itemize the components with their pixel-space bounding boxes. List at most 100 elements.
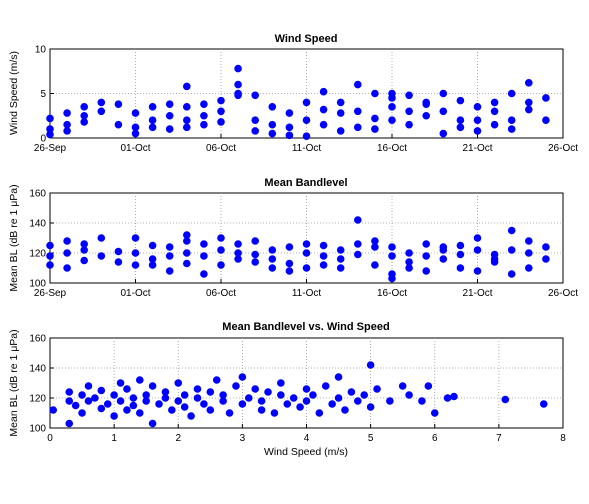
data-point (456, 116, 465, 124)
data-point (336, 109, 345, 117)
data-point (65, 388, 74, 396)
data-point (430, 409, 439, 417)
data-point (424, 382, 433, 390)
y-tick-label: 100 (29, 424, 46, 435)
data-point (268, 255, 277, 263)
data-point (200, 100, 208, 108)
data-point (174, 397, 183, 405)
data-point (155, 400, 163, 408)
data-point (63, 109, 71, 117)
data-point (183, 231, 191, 239)
data-point (405, 391, 413, 399)
data-point (148, 103, 157, 111)
data-point (319, 87, 328, 96)
x-tick-label: 21-Oct (462, 143, 492, 154)
data-point (354, 80, 362, 89)
x-tick-label: 11-Oct (292, 288, 321, 299)
data-point (285, 259, 294, 268)
data-point (165, 100, 174, 108)
data-point (200, 270, 208, 278)
data-point (161, 388, 170, 396)
data-point (238, 373, 247, 381)
data-point (302, 240, 311, 248)
data-point (336, 127, 345, 135)
data-point (251, 116, 259, 124)
data-point (473, 103, 482, 111)
data-point (302, 98, 311, 107)
data-point (165, 111, 174, 120)
x-tick-label: 2 (175, 433, 181, 444)
data-point (507, 125, 516, 133)
data-point (319, 241, 328, 250)
data-point (302, 397, 311, 405)
data-point (84, 397, 93, 405)
data-point (439, 255, 448, 263)
data-point (473, 127, 482, 135)
data-point (80, 240, 88, 248)
x-tick-label: 26-Sep (34, 143, 67, 154)
data-point (63, 249, 71, 257)
data-point (525, 105, 533, 114)
data-point (405, 107, 413, 116)
data-point (422, 252, 431, 260)
x-tick-label: 16-Oct (377, 143, 407, 154)
data-point (418, 397, 426, 405)
data-point (71, 401, 80, 410)
data-point (473, 116, 482, 124)
data-point (347, 388, 356, 396)
data-point (439, 89, 448, 98)
data-point (165, 252, 174, 260)
data-point (302, 249, 311, 257)
data-point (165, 243, 174, 251)
data-point (319, 261, 328, 269)
data-point (80, 103, 88, 111)
data-point (507, 226, 516, 235)
data-point (373, 385, 381, 393)
data-point (341, 406, 349, 414)
data-point (116, 397, 125, 405)
data-point (302, 385, 311, 393)
data-point (97, 404, 106, 413)
data-point (319, 252, 328, 260)
data-point (507, 116, 516, 124)
bandlevel-vs-wind-panel: Mean Bandlevel vs. Wind Speed Mean BL (d… (8, 321, 566, 458)
data-point (142, 397, 150, 405)
data-point (251, 237, 259, 245)
data-point (490, 250, 499, 259)
data-point (302, 116, 311, 124)
data-point (225, 409, 234, 417)
data-point (251, 91, 259, 100)
data-point (456, 264, 465, 272)
data-point (200, 240, 208, 248)
data-point (183, 249, 191, 257)
data-point (268, 246, 277, 254)
data-point (371, 237, 379, 245)
data-point (131, 129, 140, 138)
data-point (165, 267, 174, 275)
x-tick-label: 4 (304, 433, 310, 444)
data-point (63, 120, 71, 129)
data-point (114, 247, 123, 256)
data-point (183, 259, 191, 268)
data-point (439, 129, 448, 138)
data-point (336, 98, 345, 107)
data-point (234, 64, 242, 73)
data-point (129, 401, 138, 410)
data-point (110, 391, 118, 399)
data-point (129, 394, 138, 402)
data-point (309, 391, 317, 399)
data-point (234, 255, 242, 263)
data-point (302, 132, 311, 141)
data-point (217, 261, 225, 269)
data-point (285, 109, 294, 117)
data-point (268, 129, 277, 138)
data-point (490, 120, 499, 129)
data-point (388, 274, 396, 283)
data-point (251, 258, 259, 266)
x-tick-label: 11-Oct (292, 143, 321, 154)
data-point (507, 89, 516, 98)
data-point (123, 385, 131, 393)
data-point (80, 111, 88, 120)
data-point (238, 400, 247, 408)
data-point (123, 406, 131, 414)
